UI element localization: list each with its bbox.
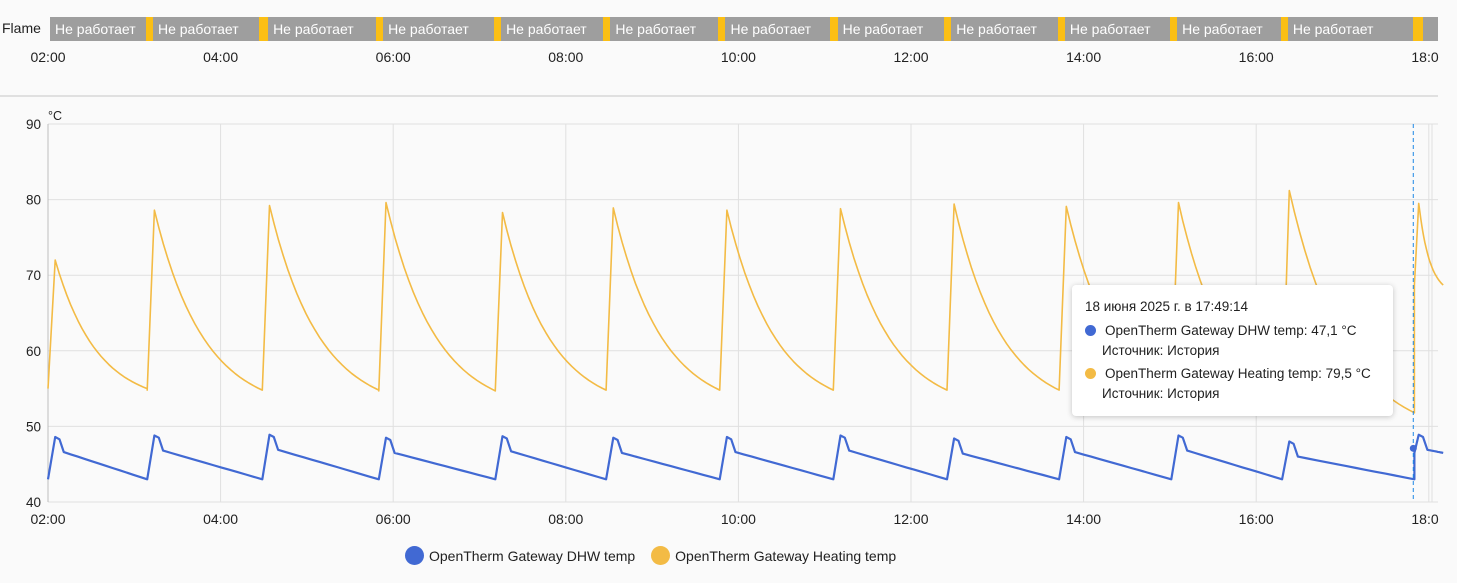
flame-on-segment[interactable]: [718, 17, 726, 41]
flame-off-segment-label: Не работает: [842, 21, 924, 37]
heating-legend-dot-icon: [651, 546, 671, 565]
x-tick-label: 18:0: [1411, 511, 1438, 527]
dhw-dot-icon: [1085, 325, 1096, 336]
series-line-dhw-temp: [46, 433, 1444, 481]
y-tick-label: 70: [26, 268, 41, 283]
y-tick-label: 90: [26, 117, 41, 132]
flame-off-segment[interactable]: Не работает: [501, 17, 604, 41]
chart-legend: OpenTherm Gateway DHW temp OpenTherm Gat…: [405, 546, 912, 565]
timeline-x-tick-label: 12:00: [893, 49, 929, 65]
x-tick-label: 06:00: [376, 511, 411, 527]
y-tick-label: 80: [26, 193, 41, 208]
flame-on-segment[interactable]: [375, 17, 384, 41]
flame-off-segment[interactable]: Не работает: [383, 17, 494, 41]
y-tick-label: 60: [26, 344, 41, 359]
timeline-x-tick-label: 08:00: [548, 49, 584, 65]
x-tick-label: 16:00: [1239, 511, 1274, 527]
tooltip-row-heating: OpenTherm Gateway Heating temp: 79,5 °C: [1085, 363, 1381, 384]
flame-on-segment[interactable]: [830, 17, 838, 41]
flame-off-segment[interactable]: Не работает: [837, 17, 945, 41]
flame-off-segment[interactable]: Не работает: [725, 17, 831, 41]
dhw-legend-dot-icon: [405, 546, 424, 565]
section-divider: [0, 95, 1438, 97]
timeline-entity-label: Flame: [2, 20, 41, 36]
flame-on-segment[interactable]: [145, 17, 153, 41]
tooltip-timestamp: 18 июня 2025 г. в 17:49:14: [1085, 299, 1248, 314]
flame-off-segment-label: Не работает: [956, 21, 1037, 37]
x-tick-label: 14:00: [1066, 511, 1101, 527]
flame-timeline: Flame Не работает Не работает Не работает Н…: [0, 0, 1457, 97]
y-tick-label: 40: [26, 495, 41, 510]
flame-off-segment-label: Не работает: [55, 21, 136, 37]
timeline-x-tick-label: 04:00: [203, 49, 239, 65]
tooltip-row-heating-source: Источник: История: [1102, 386, 1220, 401]
x-tick-label: 12:00: [893, 511, 928, 527]
legend-label-heating: OpenTherm Gateway Heating temp: [675, 547, 897, 564]
heating-dot-icon: [1085, 368, 1096, 379]
flame-off-segment-label: Не работает: [1069, 21, 1151, 37]
timeline-x-tick-label: 06:00: [375, 49, 411, 65]
flame-off-segment-label: Не работает: [1182, 21, 1263, 37]
flame-on-segment[interactable]: [1280, 17, 1288, 41]
timeline-x-tick-label: 02:00: [30, 49, 66, 65]
x-tick-label: 10:00: [721, 511, 756, 527]
flame-off-segment-label: Не работает: [615, 21, 697, 37]
flame-off-segment-label: Не работает: [506, 21, 587, 37]
flame-off-segment-label: Не работает: [730, 21, 812, 37]
x-tick-label: 08:00: [548, 511, 583, 527]
timeline-x-tick-label: 16:00: [1238, 49, 1274, 65]
flame-off-segment[interactable]: [1423, 17, 1438, 41]
legend-label-dhw: OpenTherm Gateway DHW temp: [429, 547, 636, 564]
legend-item-dhw[interactable]: OpenTherm Gateway DHW temp: [405, 546, 635, 565]
flame-off-segment[interactable]: Не работает: [1064, 17, 1170, 41]
flame-on-segment[interactable]: [1169, 17, 1178, 41]
chart-tooltip: 18 июня 2025 г. в 17:49:14 OpenTherm Gat…: [1072, 285, 1393, 416]
timeline-x-tick-label: 14:00: [1066, 49, 1102, 65]
flame-off-segment-label: Не работает: [157, 21, 239, 37]
x-tick-label: 02:00: [30, 511, 65, 527]
flame-off-segment[interactable]: Не работает: [268, 17, 376, 41]
tooltip-row-heating-text: OpenTherm Gateway Heating temp: 79,5 °C: [1105, 366, 1371, 381]
temperature-chart[interactable]: 40 50 60 70 80 90 °C 02:00 04:00 06:00 08:00 10:00 1…: [0, 100, 1457, 530]
y-axis-unit-label: °C: [48, 109, 62, 123]
tooltip-row-dhw-text: OpenTherm Gateway DHW temp: 47,1 °C: [1105, 323, 1357, 338]
flame-on-segment[interactable]: [944, 17, 952, 41]
flame-off-segment[interactable]: Не работает: [50, 17, 146, 41]
flame-off-segment-label: Не работает: [1292, 21, 1374, 37]
flame-on-segment[interactable]: [603, 17, 611, 41]
flame-on-segment[interactable]: [259, 17, 269, 41]
flame-off-segment[interactable]: Не работает: [1287, 17, 1413, 41]
timeline-x-tick-label: 10:00: [720, 49, 756, 65]
hover-point-dhw: [1409, 444, 1417, 452]
flame-on-segment[interactable]: [493, 17, 502, 41]
tooltip-row-dhw-source: Источник: История: [1102, 343, 1220, 358]
y-tick-label: 50: [26, 419, 41, 434]
legend-item-heating[interactable]: OpenTherm Gateway Heating temp: [651, 546, 896, 565]
x-tick-label: 04:00: [203, 511, 238, 527]
flame-off-segment[interactable]: Не работает: [152, 17, 260, 41]
flame-off-segment-label: Не работает: [388, 21, 469, 37]
flame-on-segment[interactable]: [1412, 17, 1424, 41]
flame-off-segment-label: Не работает: [273, 21, 354, 37]
flame-state-bar[interactable]: Не работает Не работает Не работает Не рабо…: [50, 17, 1438, 41]
flame-off-segment[interactable]: Не работает: [1177, 17, 1281, 41]
flame-off-segment[interactable]: Не работает: [610, 17, 719, 41]
timeline-x-tick-label: 18:0: [1411, 49, 1439, 65]
flame-on-segment[interactable]: [1057, 17, 1065, 41]
tooltip-row-dhw: OpenTherm Gateway DHW temp: 47,1 °C: [1085, 320, 1381, 341]
flame-off-segment[interactable]: Не работает: [951, 17, 1058, 41]
